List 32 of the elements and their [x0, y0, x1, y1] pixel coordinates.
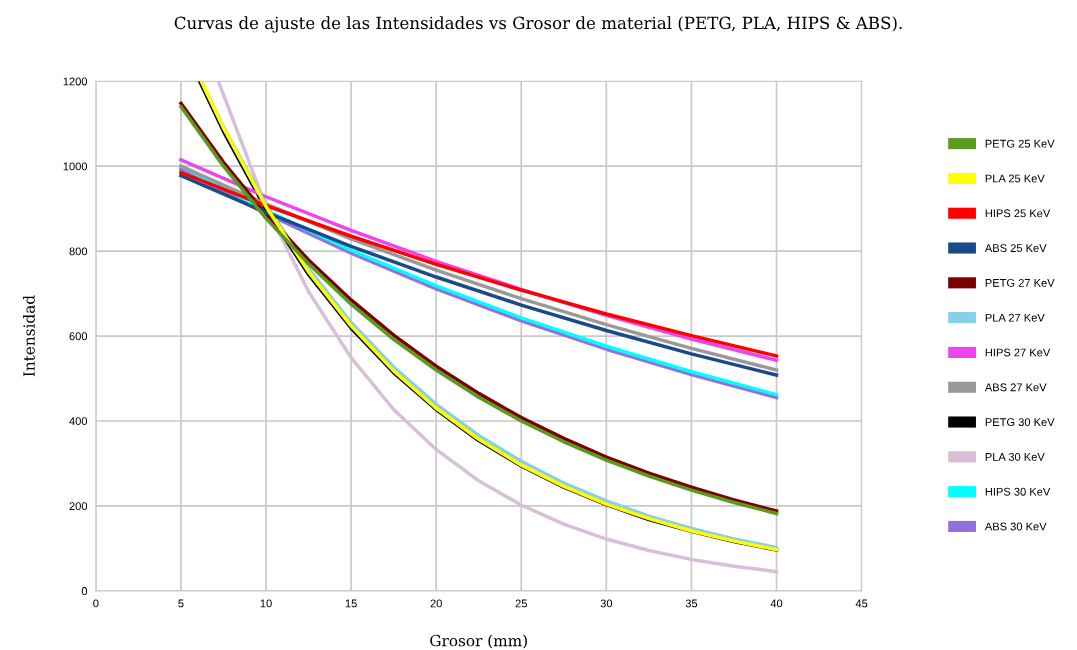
- legend-label: PETG 27 KeV: [985, 278, 1055, 287]
- legend-label: HIPS 30 KeV: [985, 487, 1051, 496]
- x-tick-label: 20: [430, 599, 442, 608]
- x-tick-label: 35: [685, 599, 698, 608]
- x-tick-label: 30: [600, 599, 613, 608]
- legend-label: PLA 25 KeV: [985, 174, 1045, 183]
- legend-label: HIPS 25 KeV: [985, 209, 1051, 218]
- legend-label: PLA 30 KeV: [985, 452, 1045, 461]
- x-tick-label: 10: [260, 599, 272, 608]
- y-tick-label: 1000: [63, 162, 88, 171]
- legend-label: PETG 25 KeV: [985, 139, 1055, 148]
- x-tick-label: 15: [345, 599, 357, 608]
- x-tick-label: 5: [178, 599, 184, 608]
- x-tick-label: 45: [855, 599, 868, 608]
- y-tick-label: 0: [81, 587, 88, 595]
- y-tick-label: 400: [69, 417, 88, 426]
- y-axis-title: Intensidad: [23, 295, 35, 377]
- y-tick-label: 800: [69, 247, 88, 256]
- legend-label: ABS 30 KeV: [984, 522, 1047, 531]
- legend-label: ABS 25 KeV: [984, 244, 1047, 253]
- legend-label: PETG 30 KeV: [985, 418, 1055, 427]
- y-tick-label: 200: [69, 502, 88, 511]
- chart-title: Curvas de ajuste de las Intensidades vs Grosor de material (PETG, PLA, HIPS & ABS).: [174, 16, 902, 33]
- x-tick-label: 40: [770, 599, 783, 608]
- legend-label: ABS 27 KeV: [984, 383, 1047, 392]
- legend-label: PLA 27 KeV: [985, 313, 1045, 322]
- x-axis-title: Grosor (mm): [430, 634, 527, 649]
- y-tick-label: 1200: [63, 77, 88, 86]
- x-tick-label: 0: [93, 599, 99, 608]
- y-tick-label: 600: [69, 332, 88, 341]
- legend-label: HIPS 27 KeV: [985, 348, 1051, 357]
- x-tick-label: 25: [515, 599, 527, 608]
